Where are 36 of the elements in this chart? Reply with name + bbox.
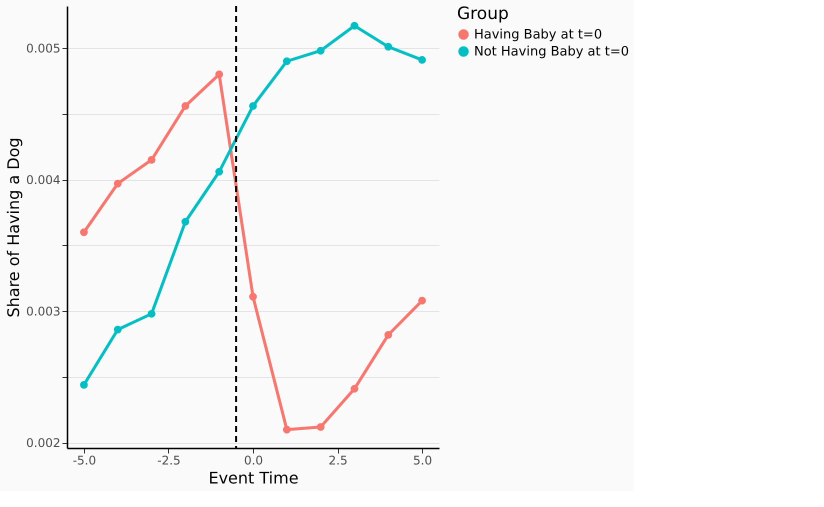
point — [418, 296, 426, 305]
point — [282, 426, 291, 434]
point — [80, 228, 88, 236]
y-axis-title: Share of Having a Dog — [4, 137, 24, 318]
legend-label: Having Baby at t=0 — [474, 28, 602, 42]
point — [181, 218, 190, 226]
point — [80, 380, 88, 389]
point — [350, 384, 358, 393]
point — [114, 180, 122, 188]
point — [249, 102, 257, 110]
y-tick-label: 0.004 — [26, 173, 60, 188]
y-tick-label: 0.005 — [26, 42, 60, 56]
point — [282, 57, 291, 66]
point — [148, 156, 156, 164]
legend-label: Not Having Baby at t=0 — [474, 44, 629, 60]
point — [384, 331, 392, 339]
x-axis-title: Event Time — [208, 468, 299, 488]
point — [114, 326, 122, 334]
x-tick-label: -5.0 — [72, 454, 96, 468]
point — [181, 102, 190, 110]
x-tick-label: 5.0 — [413, 454, 432, 468]
x-tick-label: 2.5 — [328, 454, 348, 468]
y-tick-label: 0.003 — [26, 304, 60, 319]
x-tick-label: -2.5 — [157, 454, 181, 468]
point — [350, 22, 358, 30]
point — [418, 56, 426, 64]
point — [316, 423, 325, 431]
point — [148, 310, 156, 318]
x-tick-label: 0.0 — [244, 454, 264, 468]
point — [249, 292, 257, 301]
y-tick-label: 0.002 — [26, 436, 60, 450]
legend-title: Group — [457, 4, 509, 24]
point — [215, 168, 224, 176]
point — [384, 42, 392, 51]
point — [215, 70, 224, 78]
point — [316, 46, 325, 55]
